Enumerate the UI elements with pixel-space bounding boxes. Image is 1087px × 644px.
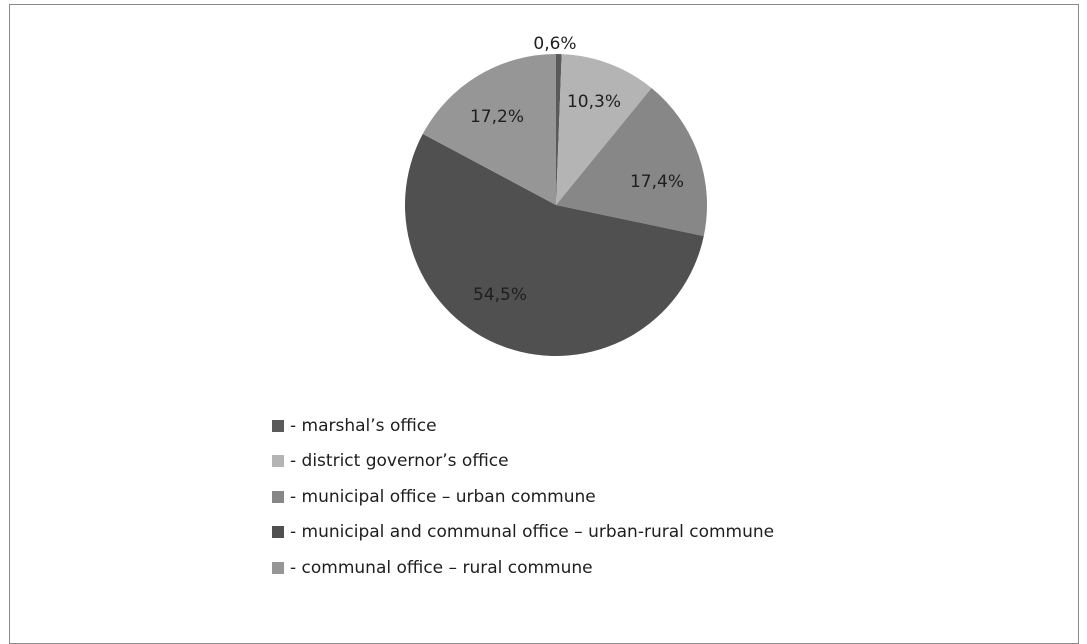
slice-value-label-4: 17,2% — [470, 107, 524, 127]
legend: - marshal’s office - district governor’s … — [272, 408, 774, 586]
legend-swatch-0 — [272, 419, 284, 432]
pie-slice-2 — [556, 88, 708, 237]
legend-label-0: - marshal’s office — [290, 415, 437, 436]
legend-item-3: - municipal and communal office – urban-… — [272, 515, 774, 551]
slice-value-label-3: 54,5% — [473, 285, 527, 305]
slice-value-label-0: 0,6% — [533, 34, 576, 54]
pie-slice-1 — [556, 54, 652, 206]
pie-chart: 0,6% 10,3% 17,4% 54,5% 17,2% — [405, 34, 708, 356]
legend-swatch-2 — [272, 490, 284, 503]
legend-item-0: - marshal’s office — [272, 408, 774, 444]
legend-item-1: - district governor’s office — [272, 444, 774, 480]
legend-label-3: - municipal and communal office – urban-… — [290, 522, 775, 543]
slice-value-label-1: 10,3% — [567, 92, 621, 112]
pie-slice-3 — [405, 133, 704, 356]
pie-slice-0 — [556, 54, 562, 205]
legend-item-4: - communal office – rural commune — [272, 550, 774, 586]
legend-swatch-1 — [272, 455, 284, 468]
legend-swatch-4 — [272, 561, 284, 574]
legend-label-4: - communal office – rural commune — [290, 557, 593, 578]
legend-swatch-3 — [272, 526, 284, 539]
slice-value-label-2: 17,4% — [630, 172, 684, 192]
legend-label-2: - municipal office – urban commune — [290, 486, 596, 507]
legend-label-1: - district governor’s office — [290, 451, 509, 472]
legend-item-2: - municipal office – urban commune — [272, 479, 774, 515]
pie-slice-4 — [422, 54, 556, 205]
